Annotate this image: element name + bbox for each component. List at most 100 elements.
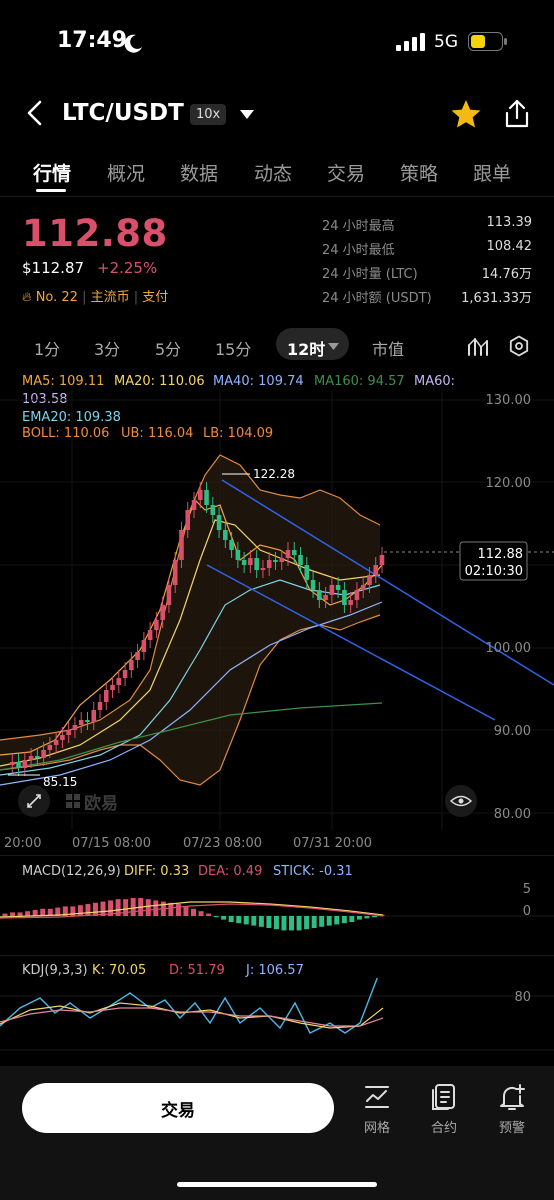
- macd-tick: 5: [523, 882, 531, 897]
- fire-icon: 🔥︎: [22, 290, 32, 305]
- macd-bar: [123, 899, 129, 916]
- candle-body: [135, 652, 140, 660]
- moon-icon: [124, 34, 142, 53]
- legend-lb: LB: 104.09: [203, 426, 274, 441]
- candle-body: [304, 565, 310, 580]
- macd-bar: [236, 916, 242, 924]
- macd-bar: [100, 901, 106, 916]
- macd-bar: [25, 911, 31, 916]
- tab-copytrade[interactable]: 跟单: [473, 163, 512, 185]
- candle-body: [85, 720, 90, 722]
- macd-bar: [115, 899, 121, 916]
- indicator-icon[interactable]: [467, 335, 489, 357]
- eye-icon[interactable]: [445, 785, 477, 817]
- divider: [0, 955, 554, 956]
- back-icon[interactable]: [22, 98, 48, 128]
- candle-body: [66, 730, 71, 735]
- candle-body: [373, 565, 379, 575]
- candle-body: [110, 685, 115, 690]
- macd-bar: [2, 913, 8, 916]
- candle-body: [285, 550, 291, 558]
- tag-mainstream[interactable]: 主流币: [90, 290, 130, 305]
- stat-value: 113.39: [486, 215, 533, 230]
- macd-bar: [213, 916, 219, 918]
- trade-button[interactable]: 交易: [22, 1083, 334, 1133]
- candle-body: [103, 690, 109, 702]
- macd-bar: [228, 916, 234, 922]
- stat-label: 24 小时量 (LTC): [322, 267, 418, 282]
- tag-payment[interactable]: 支付: [142, 290, 169, 305]
- trendline-lower: [206, 564, 496, 721]
- alert-button[interactable]: 预警: [487, 1083, 537, 1136]
- high-label: 122.28: [253, 467, 295, 481]
- macd-bar: [62, 906, 68, 916]
- settings-icon[interactable]: [508, 335, 530, 357]
- candle-body: [60, 735, 65, 740]
- macd-bar: [198, 911, 204, 916]
- macd-stick: STICK: -0.31: [273, 864, 353, 879]
- tab-market[interactable]: 行情: [33, 163, 72, 185]
- candle-body: [91, 710, 97, 722]
- interval-1m[interactable]: 1分: [34, 340, 61, 359]
- candle-body: [204, 490, 209, 505]
- interval-marketcap[interactable]: 市值: [372, 340, 405, 359]
- macd-title: MACD(12,26,9): [22, 864, 121, 879]
- candle-body: [254, 558, 259, 570]
- macd-bar: [92, 902, 98, 916]
- macd-bar: [311, 916, 317, 928]
- macd-bar: [281, 916, 287, 931]
- price-change: +2.25%: [97, 259, 158, 277]
- caret-down-icon[interactable]: [240, 110, 254, 120]
- contract-icon: [432, 1084, 455, 1110]
- macd-bar: [371, 916, 377, 918]
- contract-button[interactable]: 合约: [419, 1083, 469, 1136]
- tab-data[interactable]: 数据: [180, 163, 219, 185]
- candlestick-chart[interactable]: 122.28 85.15 130.00 120.00 100.00 90.00 …: [0, 390, 554, 860]
- macd-bar: [334, 916, 340, 925]
- macd-bar: [221, 916, 227, 920]
- macd-bar: [70, 906, 76, 916]
- x-tick: 07/31 20:00: [293, 836, 372, 851]
- caret-down-icon[interactable]: [328, 343, 339, 351]
- candle-body: [41, 750, 46, 758]
- tab-overview[interactable]: 概况: [107, 163, 146, 185]
- divider: [0, 196, 554, 197]
- tab-strategy[interactable]: 策略: [400, 163, 439, 185]
- signal-icon: [396, 33, 425, 51]
- stat-value: 14.76万: [481, 267, 532, 282]
- macd-diff: DIFF: 0.33: [124, 864, 190, 879]
- tab-news[interactable]: 动态: [254, 163, 293, 185]
- grid-button[interactable]: 网格: [352, 1083, 402, 1136]
- macd-bar: [258, 916, 264, 927]
- tab-trade[interactable]: 交易: [327, 163, 366, 185]
- pair-title[interactable]: LTC/USDT: [62, 100, 184, 126]
- bollinger-band-fill: [0, 455, 380, 785]
- interval-5m[interactable]: 5分: [155, 340, 182, 359]
- macd-tick: 0: [523, 904, 531, 919]
- interval-3m[interactable]: 3分: [94, 340, 121, 359]
- candles: [9, 482, 385, 776]
- usd-price: $112.87: [22, 259, 85, 277]
- candle-body: [223, 530, 228, 540]
- macd-diff-line: [0, 901, 384, 918]
- favorite-star-icon[interactable]: [450, 99, 482, 129]
- candle-body: [248, 558, 253, 565]
- kdj-chart: 80: [0, 978, 554, 1051]
- macd-bar: [304, 916, 310, 930]
- bollinger-lower: [0, 614, 381, 786]
- macd-bar: [47, 908, 53, 916]
- candle-body: [348, 600, 353, 605]
- fullscreen-icon[interactable]: [18, 785, 50, 817]
- macd-bar: [175, 904, 181, 916]
- kdj-d-line: [0, 1007, 384, 1027]
- kdj-j: J: 106.57: [246, 963, 304, 978]
- network-type: 5G: [434, 32, 458, 52]
- interval-12h[interactable]: 12时: [287, 340, 326, 359]
- legend-ub: UB: 116.04: [121, 426, 194, 441]
- battery-icon: [468, 32, 507, 51]
- rank-value[interactable]: No. 22: [35, 290, 78, 305]
- candle-body: [298, 555, 303, 565]
- legend-ma160: MA160: 94.57: [314, 374, 405, 389]
- interval-15m[interactable]: 15分: [215, 340, 252, 359]
- share-icon[interactable]: [503, 98, 531, 130]
